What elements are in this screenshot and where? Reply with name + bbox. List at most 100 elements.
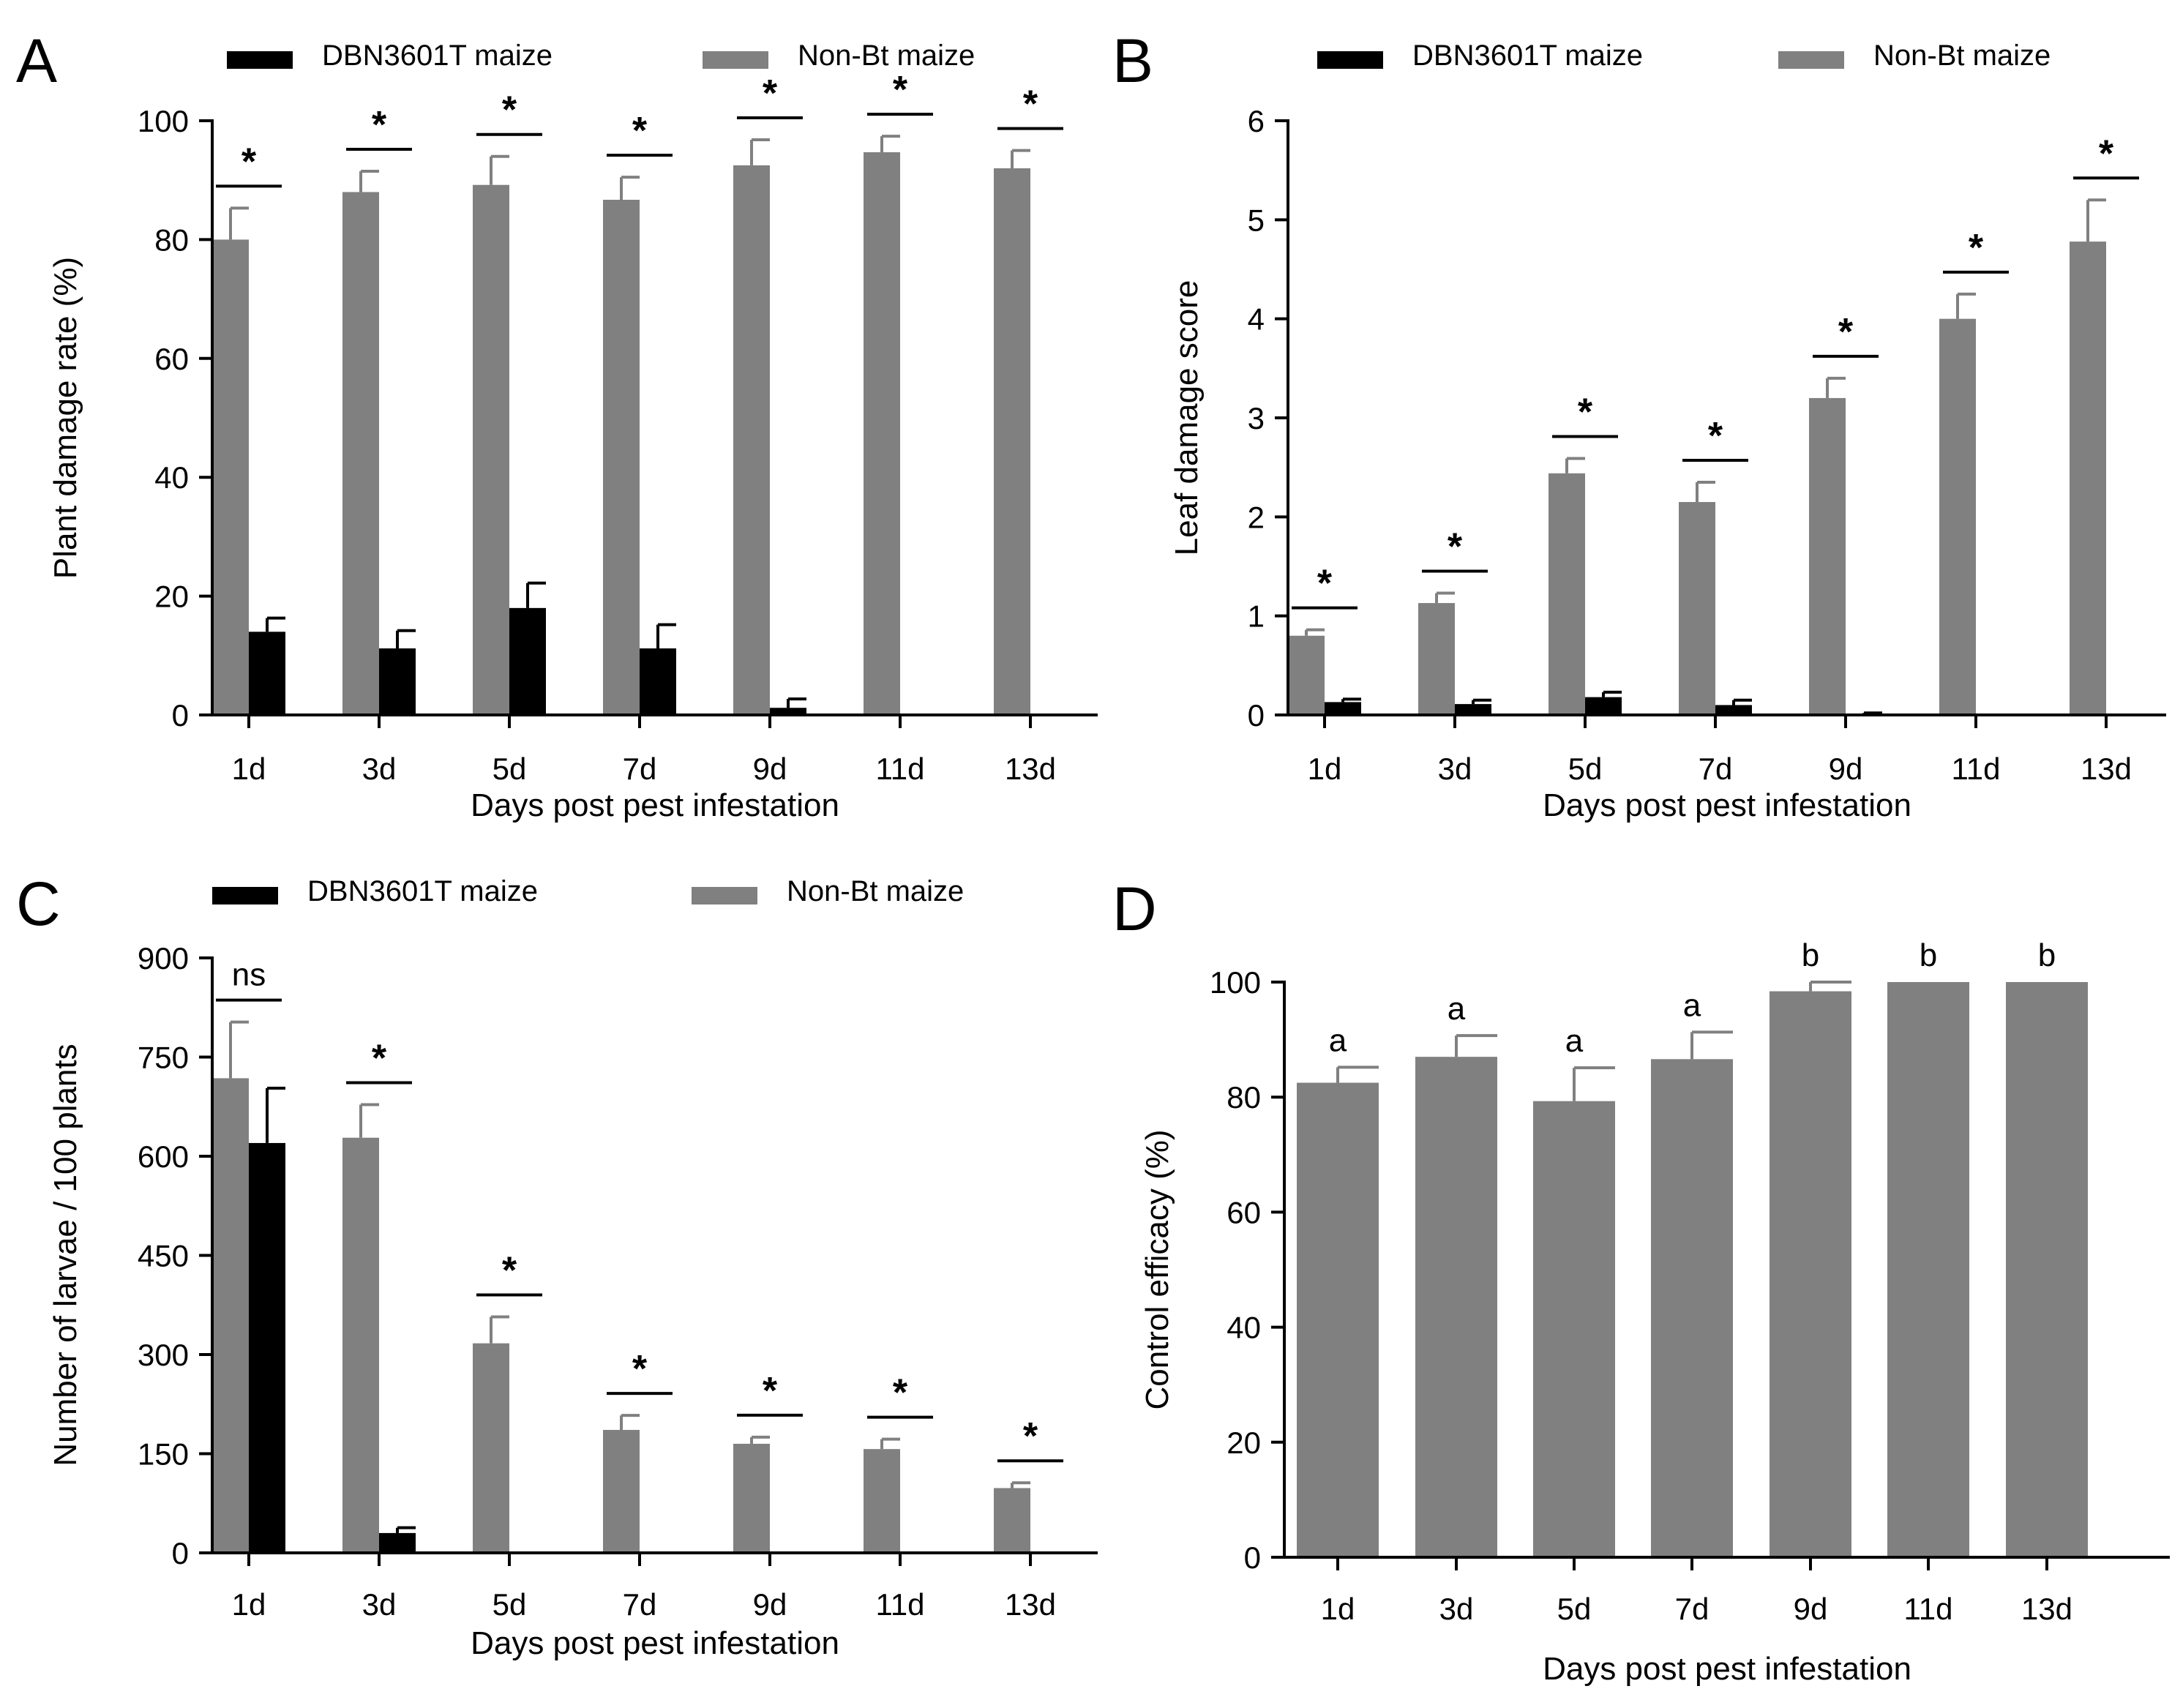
legend-swatch-dbn3601t	[1317, 51, 1383, 69]
y-tick-label: 0	[172, 698, 189, 733]
y-tick-label: 60	[154, 342, 189, 376]
bar-dbn3601t-5d	[509, 607, 546, 715]
y-tick-label: 6	[1248, 104, 1265, 138]
y-tick-label: 20	[1227, 1426, 1261, 1460]
bar-non-bt-7d	[1679, 502, 1715, 715]
y-axis-label: Plant damage rate (%)	[48, 257, 83, 579]
group-letter-3d: a	[1448, 991, 1466, 1027]
significance-label-5d: *	[502, 89, 517, 132]
x-tick-label: 7d	[1699, 752, 1733, 786]
bar-non-bt-13d	[2070, 241, 2106, 715]
bar-11d	[1887, 982, 1969, 1557]
bar-dbn3601t-1d	[1325, 702, 1361, 715]
panel-d: Da a a a b b b 0 20 40 60 80 100 1d 3d 5d 7d 9d 11d 13d Days…	[1112, 874, 2170, 1687]
bar-dbn3601t-5d	[1585, 697, 1622, 715]
x-tick-label: 1d	[232, 1587, 266, 1622]
x-tick-label: 5d	[1557, 1592, 1592, 1626]
y-tick-label: 40	[1227, 1311, 1261, 1345]
x-tick-label: 13d	[1005, 1587, 1056, 1622]
legend-label-dbn3601t: DBN3601T maize	[1412, 40, 1643, 72]
x-tick-label: 13d	[1005, 752, 1056, 786]
y-tick-label: 0	[1248, 698, 1265, 733]
significance-label-7d: *	[632, 1348, 648, 1390]
legend-label-non-bt: Non-Bt maize	[1873, 40, 2051, 72]
y-tick-label: 1	[1248, 599, 1265, 634]
x-tick-label: 5d	[493, 1587, 527, 1622]
legend-swatch-non-bt	[1778, 51, 1844, 69]
panel-c: C DBN3601T maize Non-Bt maize ns * * * * * * 0 150 3…	[16, 869, 1098, 1661]
y-tick-label: 900	[138, 941, 189, 975]
bar-dbn3601t-1d	[249, 1142, 285, 1553]
bar-9d	[1770, 991, 1851, 1557]
x-axis-label: Days post pest infestation	[471, 1625, 839, 1661]
x-tick-label: 11d	[876, 1587, 925, 1622]
bar-non-bt-1d	[1288, 635, 1325, 715]
bar-dbn3601t-3d	[379, 648, 416, 715]
bar-non-bt-7d	[603, 199, 640, 716]
bar-non-bt-5d	[1549, 473, 1585, 715]
x-tick-label: 11d	[1952, 752, 2001, 786]
significance-label-9d: *	[763, 72, 778, 115]
y-tick-label: 450	[138, 1239, 189, 1273]
panel-letter: A	[16, 26, 57, 95]
significance-label-13d: *	[1023, 1415, 1038, 1458]
bar-7d	[1651, 1059, 1733, 1557]
y-tick-label: 150	[138, 1437, 189, 1472]
x-axis-label: Days post pest infestation	[1543, 1651, 1911, 1687]
bar-non-bt-9d	[1809, 397, 1846, 715]
significance-label-7d: *	[1708, 415, 1723, 457]
bar-5d	[1533, 1101, 1615, 1557]
legend-label-non-bt: Non-Bt maize	[787, 875, 964, 907]
group-letter-1d: a	[1329, 1022, 1347, 1058]
bar-dbn3601t-3d	[1455, 704, 1491, 715]
bar-dbn3601t-7d	[1715, 705, 1752, 715]
panel-letter: B	[1112, 26, 1153, 95]
significance-label-11d: *	[1969, 227, 1984, 269]
y-tick-label: 300	[138, 1338, 189, 1372]
bar-dbn3601t-3d	[379, 1532, 416, 1553]
x-tick-label: 9d	[1794, 1592, 1828, 1626]
x-tick-label: 5d	[493, 752, 527, 786]
x-tick-label: 5d	[1568, 752, 1603, 786]
y-tick-label: 60	[1227, 1195, 1261, 1229]
legend-swatch-non-bt	[692, 887, 757, 904]
y-tick-label: 4	[1248, 302, 1265, 337]
legend-label-dbn3601t: DBN3601T maize	[322, 40, 553, 72]
legend-label-non-bt: Non-Bt maize	[798, 40, 975, 72]
x-tick-label: 13d	[2081, 752, 2132, 786]
x-tick-label: 7d	[623, 752, 657, 786]
bar-non-bt-5d	[473, 184, 509, 716]
bar-non-bt-3d	[342, 1137, 379, 1553]
y-axis-label: Leaf damage score	[1169, 280, 1205, 556]
significance-label-11d: *	[893, 69, 908, 111]
y-tick-label: 80	[154, 222, 189, 257]
x-tick-label: 3d	[1438, 752, 1472, 786]
panel-b: B DBN3601T maize Non-Bt maize * * * * * * * 0 1 2 3 4 5…	[1112, 26, 2166, 823]
significance-label-3d: *	[372, 1038, 387, 1080]
significance-label-3d: *	[1448, 526, 1463, 569]
bar-13d	[2006, 982, 2088, 1557]
bar-non-bt-9d	[733, 1443, 770, 1553]
bar-non-bt-1d	[212, 239, 249, 715]
y-tick-label: 750	[138, 1041, 189, 1075]
legend-swatch-non-bt	[703, 51, 768, 69]
bar-non-bt-3d	[1418, 603, 1455, 715]
bar-non-bt-5d	[473, 1343, 509, 1553]
x-tick-label: 9d	[1829, 752, 1863, 786]
x-tick-label: 1d	[232, 752, 266, 786]
y-tick-label: 0	[172, 1536, 189, 1570]
x-tick-label: 11d	[876, 752, 925, 786]
y-tick-label: 40	[154, 460, 189, 495]
y-tick-label: 100	[1210, 965, 1261, 1000]
x-tick-label: 3d	[362, 1587, 397, 1622]
significance-label-5d: *	[502, 1250, 517, 1292]
significance-label-9d: *	[1838, 311, 1854, 353]
panel-letter: C	[16, 869, 61, 938]
y-axis-label: Number of larvae / 100 plants	[48, 1044, 83, 1466]
bar-dbn3601t-9d	[770, 708, 806, 715]
significance-label-7d: *	[632, 110, 648, 152]
x-tick-label: 3d	[362, 752, 397, 786]
y-tick-label: 20	[154, 580, 189, 614]
x-tick-label: 1d	[1321, 1592, 1355, 1626]
